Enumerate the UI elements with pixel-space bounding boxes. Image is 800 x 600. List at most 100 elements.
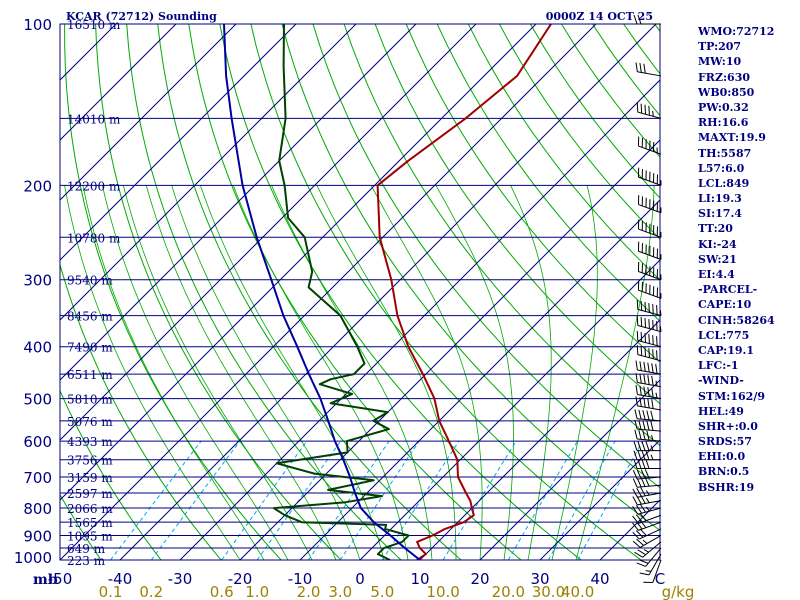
wind-barb xyxy=(643,559,662,584)
temperature-tick-label: -50 xyxy=(48,570,73,588)
temperature-tick-label: -20 xyxy=(228,570,253,588)
wind-barb xyxy=(632,487,662,498)
wind-barb-flag xyxy=(643,397,646,408)
index-item: WMO:72712 xyxy=(698,25,775,38)
index-item: KI:-24 xyxy=(698,237,737,251)
mixing-ratio-line xyxy=(308,440,390,560)
height-label: 5810 m xyxy=(67,393,113,407)
index-item: LI:19.3 xyxy=(698,192,742,206)
wind-barb-flag xyxy=(648,348,650,358)
plot-frame xyxy=(59,23,661,561)
wind-barb-flag xyxy=(642,410,646,420)
wind-barb xyxy=(632,504,662,515)
wind-barb-flag xyxy=(633,14,638,25)
valid-time: 0000Z 14 OCT 25 xyxy=(546,10,653,23)
wind-barb-staff xyxy=(652,559,662,583)
wind-barb-flag xyxy=(633,459,638,469)
wind-barb-flag xyxy=(635,385,638,395)
temperature-tick-label: -30 xyxy=(168,570,193,588)
wind-barb-flag xyxy=(652,335,654,345)
pressure-tick-label: 200 xyxy=(23,177,52,195)
wind-barb-flag xyxy=(640,487,646,497)
pressure-tick-labels: 100 200 300 400 500 600 700 800 900 1000 xyxy=(14,16,52,567)
wind-barb-flag xyxy=(637,14,642,25)
mixing-ratio-line xyxy=(221,440,308,560)
wind-barb-flag xyxy=(636,505,643,514)
wind-barb-flag xyxy=(643,63,646,74)
wind-barb-flag xyxy=(651,363,654,373)
wind-barbs xyxy=(632,14,662,584)
index-item: TH:5587 xyxy=(698,146,752,160)
index-item: MAXT:19.9 xyxy=(698,131,766,145)
pressure-tick-label: 800 xyxy=(23,500,52,518)
wind-barb-flag xyxy=(648,303,650,313)
index-item: WB0:850 xyxy=(698,85,755,99)
height-label: 8456 m xyxy=(67,310,113,324)
wind-barb-flag xyxy=(645,441,650,451)
pressure-tick-label: 700 xyxy=(23,469,52,487)
isotherm xyxy=(60,24,237,201)
wind-barb-half-flag xyxy=(652,110,654,117)
wind-barb xyxy=(632,512,662,524)
wind-barb-staff xyxy=(645,547,662,567)
mixing-ratio-tick-label: 5.0 xyxy=(370,583,394,600)
mixing-ratio-tick-label: 0.1 xyxy=(99,583,123,600)
wind-barb xyxy=(634,419,662,432)
wind-barb-flag xyxy=(635,530,644,538)
index-item: STM:162/9 xyxy=(698,389,765,403)
isotherm xyxy=(479,379,660,560)
wind-barb-flag xyxy=(637,441,642,451)
height-label: 10780 m xyxy=(67,231,121,245)
wind-barb-flag xyxy=(656,336,658,346)
wind-barb-flag xyxy=(640,346,643,356)
wind-barb-flag xyxy=(640,332,643,342)
wind-barb-flag xyxy=(637,450,642,460)
height-label: 14010 m xyxy=(67,112,121,126)
wind-barb-flag xyxy=(644,318,647,328)
wind-barb xyxy=(634,429,662,442)
wind-barb-flag xyxy=(656,350,658,360)
index-item: LCL:775 xyxy=(698,328,750,342)
wind-barb-flag xyxy=(641,450,646,460)
index-item: MW:10 xyxy=(698,55,742,69)
wind-barb xyxy=(632,535,662,548)
wind-barb-flag xyxy=(643,386,646,396)
wind-barb-flag xyxy=(632,488,638,498)
wind-barb-flag xyxy=(632,506,639,515)
index-item: SRDS:57 xyxy=(698,435,752,449)
index-item: TT:20 xyxy=(698,222,733,236)
temperature-tick-label: 40 xyxy=(590,570,609,588)
wind-barb-flag xyxy=(633,450,638,460)
wind-barb-flag xyxy=(636,345,639,355)
wind-barb-flag xyxy=(639,385,642,396)
mixing-ratio-tick-label: 30.0 xyxy=(532,583,565,600)
wind-barb xyxy=(637,219,662,238)
height-label: 7490 m xyxy=(67,341,113,355)
index-item: HEL:49 xyxy=(698,404,744,418)
index-item: EHI:0.0 xyxy=(698,450,746,464)
wind-barb-half-flag xyxy=(655,380,658,387)
dry-adiabat xyxy=(60,262,222,560)
wind-barb-flag xyxy=(636,538,645,546)
isotherms xyxy=(60,24,660,560)
height-label: 223 m xyxy=(67,554,106,568)
wind-barb-flag xyxy=(656,305,658,315)
index-item: SHR+:0.0 xyxy=(698,419,758,433)
height-label: 16510 m xyxy=(67,18,121,32)
index-item: CAP:19.1 xyxy=(698,343,755,357)
wind-barb xyxy=(636,547,662,567)
wind-barb-flag xyxy=(647,375,650,385)
stability-indices: WMO:72712 TP:207 MW:10 FRZ:630 WB0:850 PW:0.3… xyxy=(698,24,775,495)
wind-barb-flag xyxy=(647,387,650,397)
wind-barb xyxy=(633,459,661,470)
isotherm xyxy=(119,24,657,560)
wind-barb-flag xyxy=(636,330,639,341)
wind-barb-flag xyxy=(639,512,647,522)
height-label: 4393 m xyxy=(67,435,113,449)
wind-barb xyxy=(633,450,661,461)
wind-barb-half-flag xyxy=(655,392,658,399)
isotherm xyxy=(239,139,660,560)
wind-barb-flag xyxy=(644,104,647,115)
wind-barb-half-flag xyxy=(645,570,652,572)
wind-barb xyxy=(636,330,662,348)
